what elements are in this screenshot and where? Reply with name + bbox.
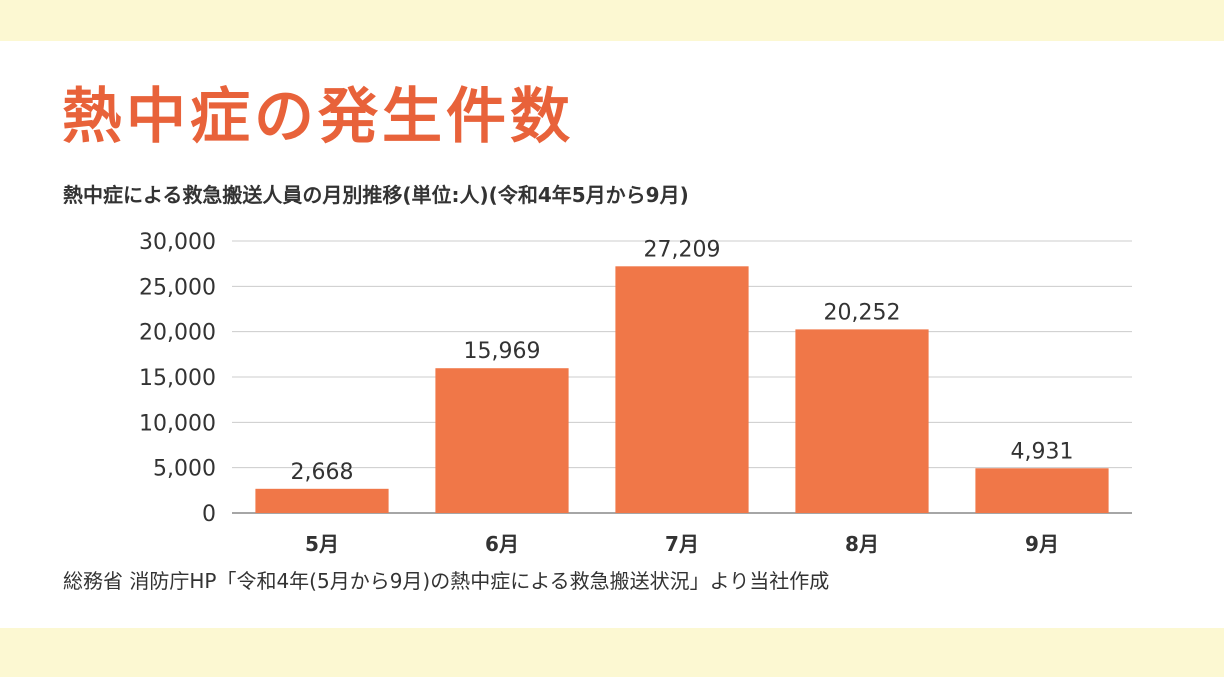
data-label: 27,209 — [644, 237, 721, 262]
y-tick-label: 5,000 — [153, 457, 216, 482]
data-label: 15,969 — [464, 339, 541, 364]
x-tick-label: 6月 — [485, 532, 519, 556]
y-tick-label: 30,000 — [139, 230, 216, 255]
bar-5 — [975, 468, 1109, 513]
chart-subtitle: 熱中症による救急搬送人員の月別推移(単位:人)(令和4年5月から9月) — [63, 183, 689, 207]
x-tick-label: 7月 — [665, 532, 699, 556]
data-label: 2,668 — [291, 460, 354, 485]
chart-card: 熱中症の発生件数 熱中症による救急搬送人員の月別推移(単位:人)(令和4年5月か… — [0, 41, 1224, 628]
data-label: 20,252 — [824, 300, 901, 325]
source-note: 総務省 消防庁HP「令和4年(5月から9月)の熱中症による救急搬送状況」より当社… — [63, 569, 830, 593]
page-title: 熱中症の発生件数 — [62, 82, 574, 152]
bar-4 — [795, 329, 929, 513]
y-tick-label: 20,000 — [139, 321, 216, 346]
bar-chart: 0 5,000 10,000 15,000 20,000 25,000 30,000 2,66… — [139, 230, 1132, 556]
data-label: 4,931 — [1011, 439, 1074, 464]
x-tick-label: 9月 — [1025, 532, 1059, 556]
y-tick-label: 0 — [202, 502, 216, 527]
bar-2 — [435, 368, 569, 513]
y-tick-label: 25,000 — [139, 275, 216, 300]
x-tick-label: 5月 — [305, 532, 339, 556]
bar-1 — [255, 488, 389, 513]
y-tick-label: 10,000 — [139, 411, 216, 436]
x-tick-label: 8月 — [845, 532, 879, 556]
bar-3 — [615, 266, 749, 513]
y-tick-label: 15,000 — [139, 366, 216, 391]
